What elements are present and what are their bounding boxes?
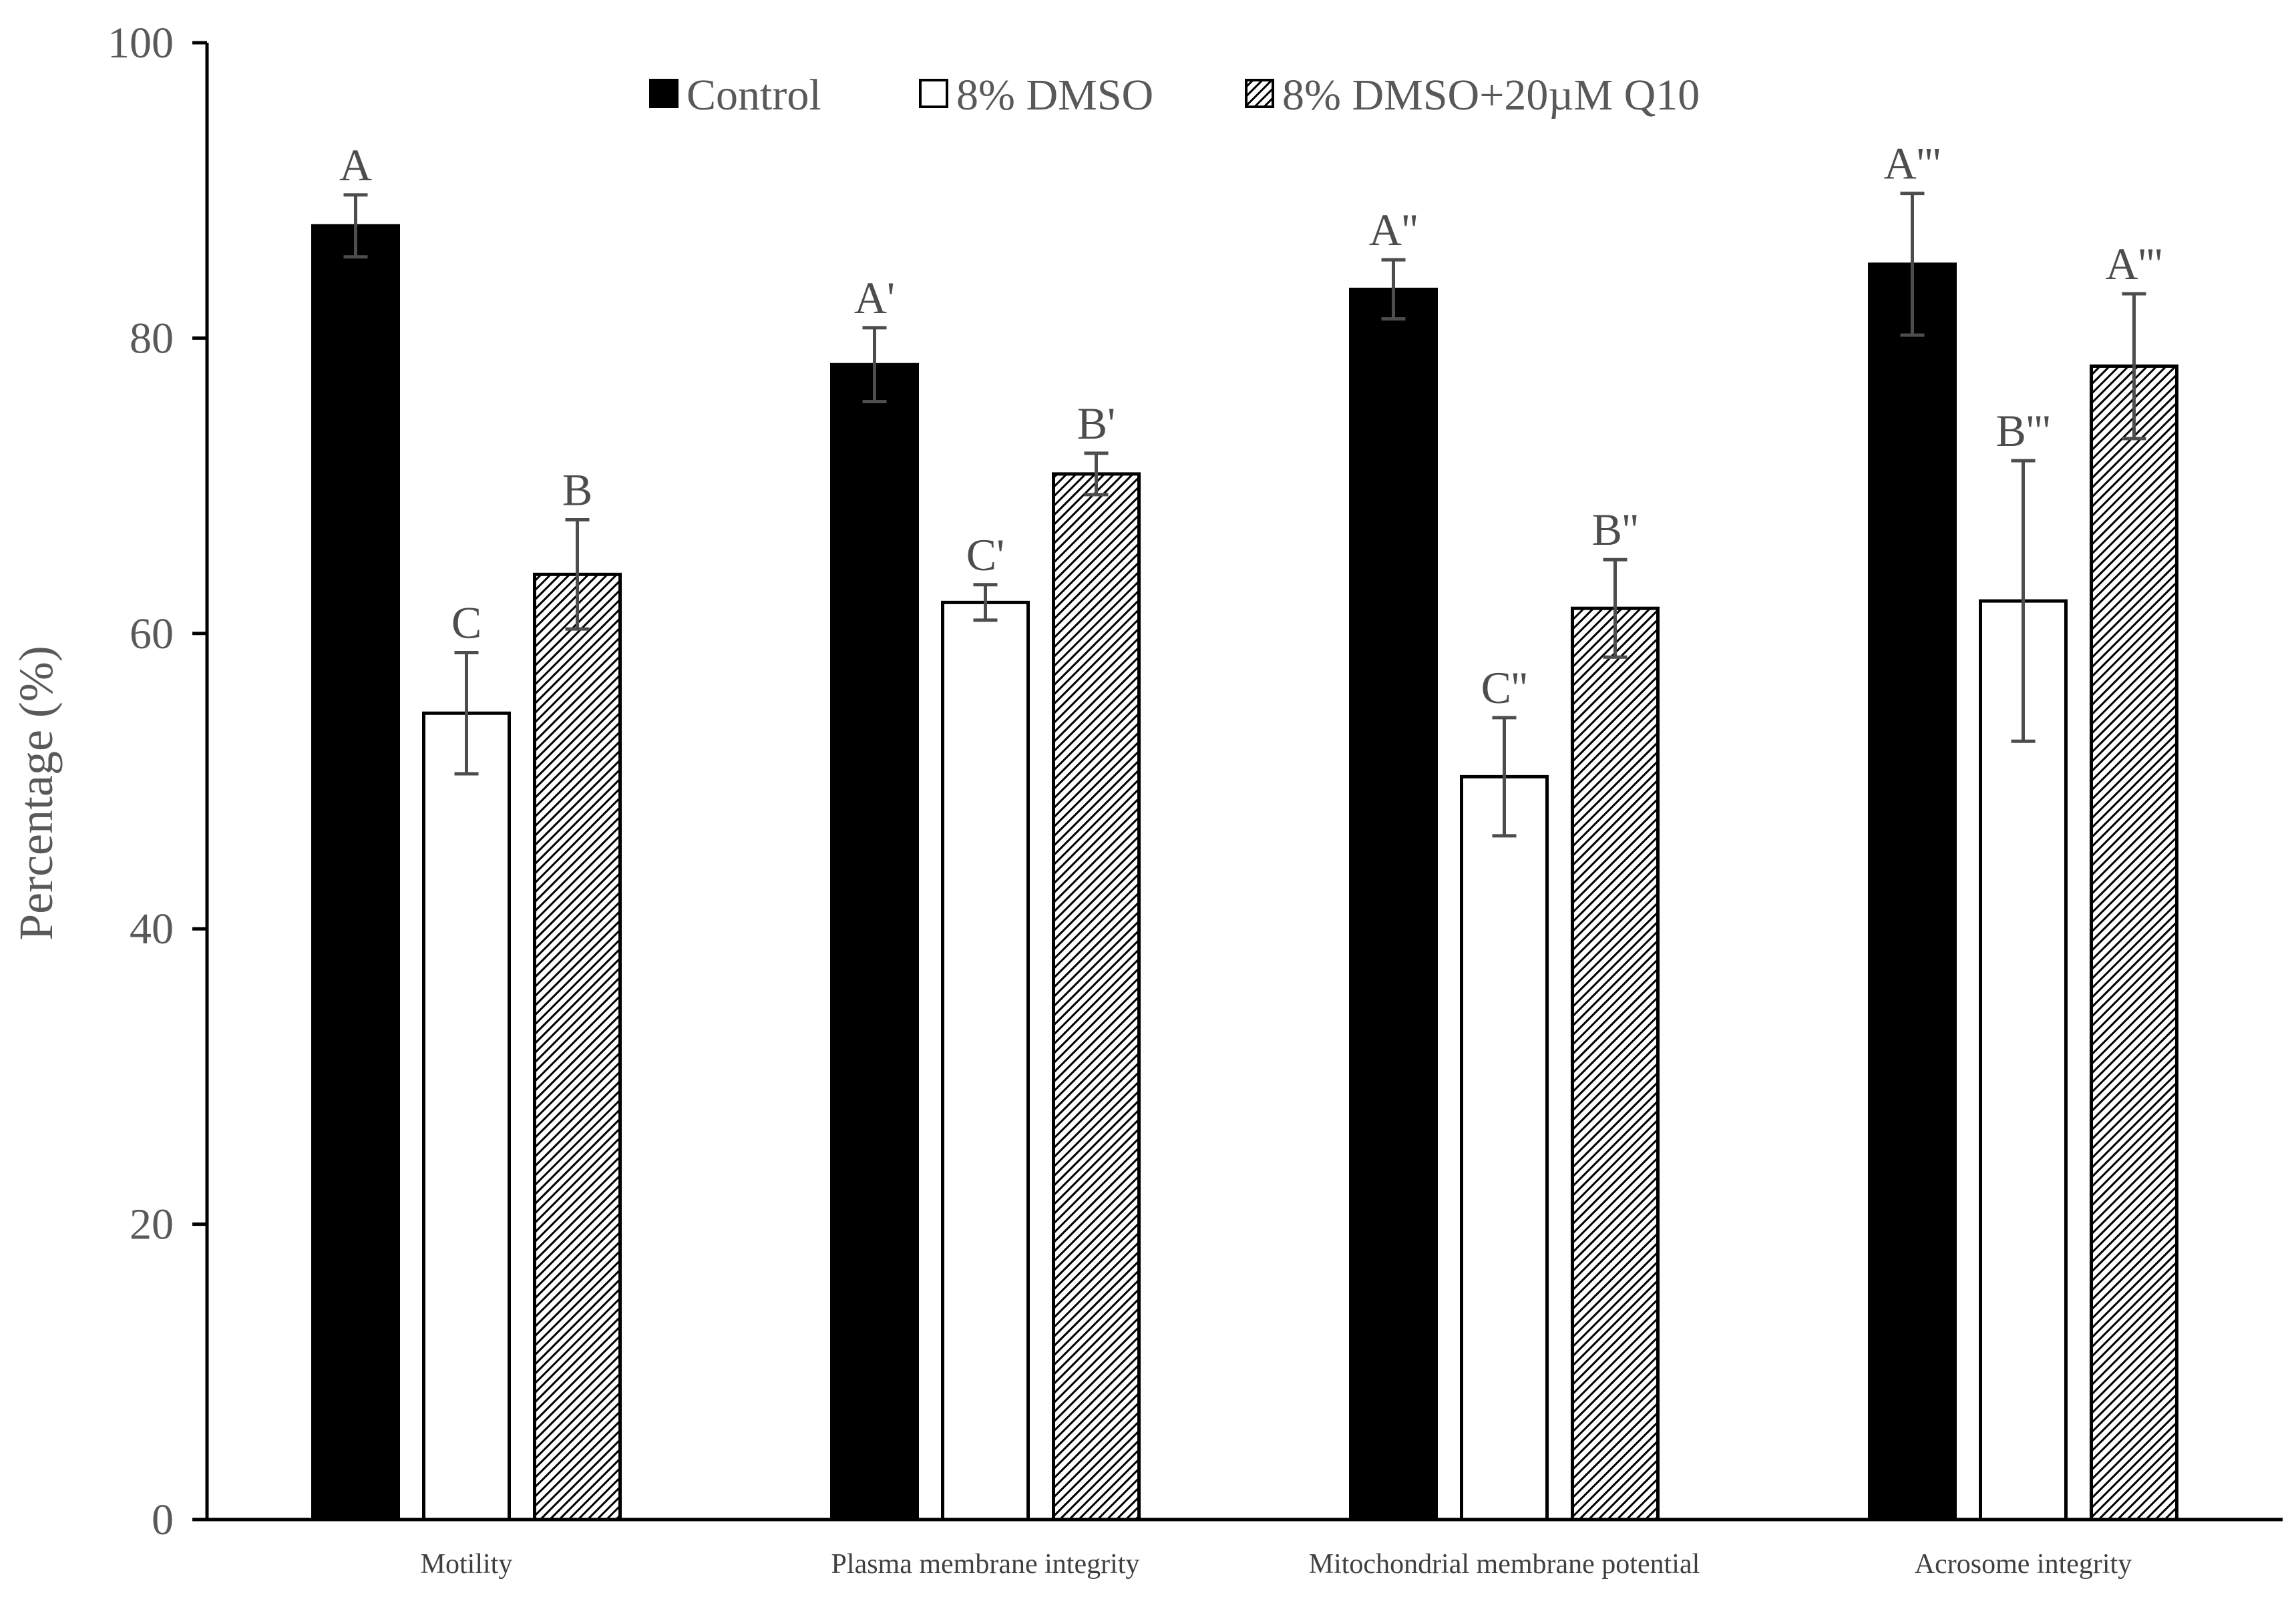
- bar: [311, 224, 400, 1522]
- y-tick-label: 20: [130, 1200, 174, 1249]
- x-tick-label: Plasma membrane integrity: [831, 1549, 1140, 1580]
- y-tick-label: 0: [152, 1496, 174, 1544]
- bar: [1052, 472, 1141, 1522]
- significance-label: B': [1077, 398, 1116, 449]
- bar: [533, 572, 622, 1522]
- y-tick-label: 40: [130, 905, 174, 953]
- significance-label: B''': [1995, 405, 2050, 456]
- legend-label: Control: [687, 71, 821, 120]
- bar: [1571, 606, 1660, 1522]
- significance-label: C: [451, 598, 482, 648]
- y-tick-label: 60: [130, 610, 174, 658]
- legend-swatch: [649, 79, 679, 108]
- bar: [1868, 262, 1957, 1522]
- x-tick-label: Mitochondrial membrane potential: [1309, 1549, 1700, 1580]
- significance-label: A'': [1369, 204, 1418, 255]
- significance-label: A': [854, 272, 895, 323]
- significance-label: C': [966, 529, 1005, 580]
- y-tick-label: 80: [130, 314, 174, 363]
- significance-label: C'': [1481, 662, 1528, 713]
- x-tick-label: Acrosome integrity: [1915, 1549, 2132, 1580]
- significance-label: A''': [2106, 238, 2163, 289]
- significance-label: A: [339, 140, 372, 190]
- significance-label: B'': [1592, 504, 1639, 555]
- plot-area: 0 20 40 60 80 100 A C B Motility A' C' B' Plasma memb…: [108, 19, 2283, 1580]
- legend-swatch: [919, 79, 948, 108]
- bar: [830, 363, 919, 1522]
- legend-label: 8% DMSO+20µM Q10: [1282, 71, 1700, 120]
- y-axis-title: Percentage (%): [9, 646, 63, 941]
- significance-label: B: [562, 464, 592, 515]
- bar: [1349, 287, 1438, 1522]
- bar: [1460, 774, 1549, 1522]
- bar: [2090, 364, 2178, 1522]
- significance-label: A''': [1884, 138, 1941, 189]
- y-tick-label: 100: [108, 19, 174, 67]
- bar: [422, 711, 511, 1522]
- bar: [941, 600, 1030, 1522]
- legend: Control 8% DMSO 8% DMSO+20µM Q10: [649, 71, 1700, 120]
- x-tick-label: Motility: [421, 1549, 513, 1580]
- legend-label: 8% DMSO: [956, 71, 1153, 120]
- legend-swatch: [1245, 79, 1274, 108]
